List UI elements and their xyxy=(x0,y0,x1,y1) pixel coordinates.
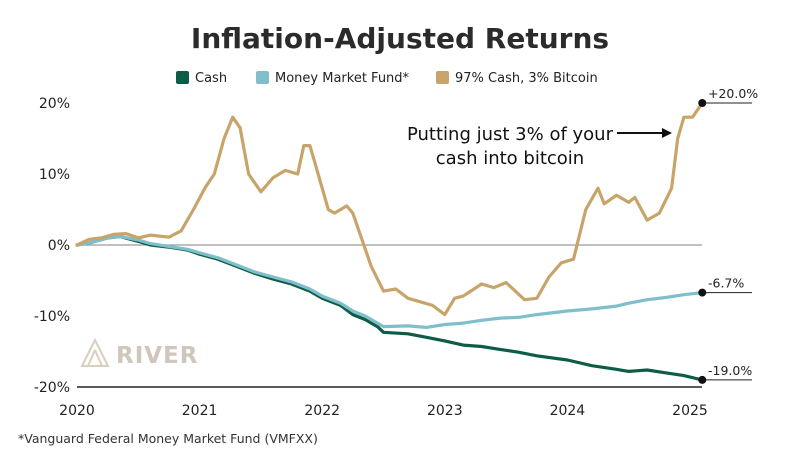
river-brand-text: RIVER xyxy=(116,343,199,369)
legend: Cash Money Market Fund* 97% Cash, 3% Bitco… xyxy=(176,71,598,86)
annotation-line-1: Putting just 3% of your xyxy=(407,124,614,145)
y-tick-label: 0% xyxy=(48,238,70,254)
legend-swatch-3 xyxy=(436,71,449,84)
legend-swatch-2 xyxy=(256,71,269,84)
x-tick-label: 2022 xyxy=(304,403,340,419)
y-tick-label: -10% xyxy=(34,309,70,325)
x-tick-label: 2021 xyxy=(182,403,218,419)
annotation-arrow-head xyxy=(662,128,672,138)
footnote: *Vanguard Federal Money Market Fund (VMF… xyxy=(18,431,318,446)
legend-label-1: Cash xyxy=(195,71,227,86)
legend-label-2: Money Market Fund* xyxy=(275,71,410,86)
x-tick-label: 2025 xyxy=(672,403,708,419)
x-tick-label: 2023 xyxy=(427,403,463,419)
series-group xyxy=(75,101,704,382)
end-value-label-2: -6.7% xyxy=(708,276,744,291)
series-line-2 xyxy=(75,234,704,329)
end-value-label-1: -19.0% xyxy=(708,363,752,378)
chart-title: Inflation-Adjusted Returns xyxy=(191,22,609,55)
annotation-line-2: cash into bitcoin xyxy=(436,148,584,169)
y-tick-label: -20% xyxy=(34,380,70,396)
series-line-3 xyxy=(75,101,704,317)
river-mountain-icon xyxy=(80,337,110,367)
end-marker-1 xyxy=(698,375,707,384)
end-marker-3 xyxy=(698,99,707,107)
annotation: Putting just 3% of your cash into bitcoi… xyxy=(407,124,672,169)
legend-label-3: 97% Cash, 3% Bitcoin xyxy=(455,71,598,86)
x-tick-label: 2024 xyxy=(550,403,586,419)
x-tick-label: 2020 xyxy=(59,403,95,419)
end-marker-2 xyxy=(698,288,707,297)
end-labels: -19.0% -6.7% +20.0% xyxy=(698,86,758,384)
axes: 2020 2021 2022 2023 2024 2025 20% 10% 0% -10% -20% xyxy=(34,96,708,419)
y-tick-label: 10% xyxy=(39,167,70,183)
legend-swatch-1 xyxy=(176,71,189,84)
river-logo: RIVER xyxy=(80,337,199,369)
end-value-label-3: +20.0% xyxy=(708,86,758,101)
y-tick-label: 20% xyxy=(39,96,70,112)
